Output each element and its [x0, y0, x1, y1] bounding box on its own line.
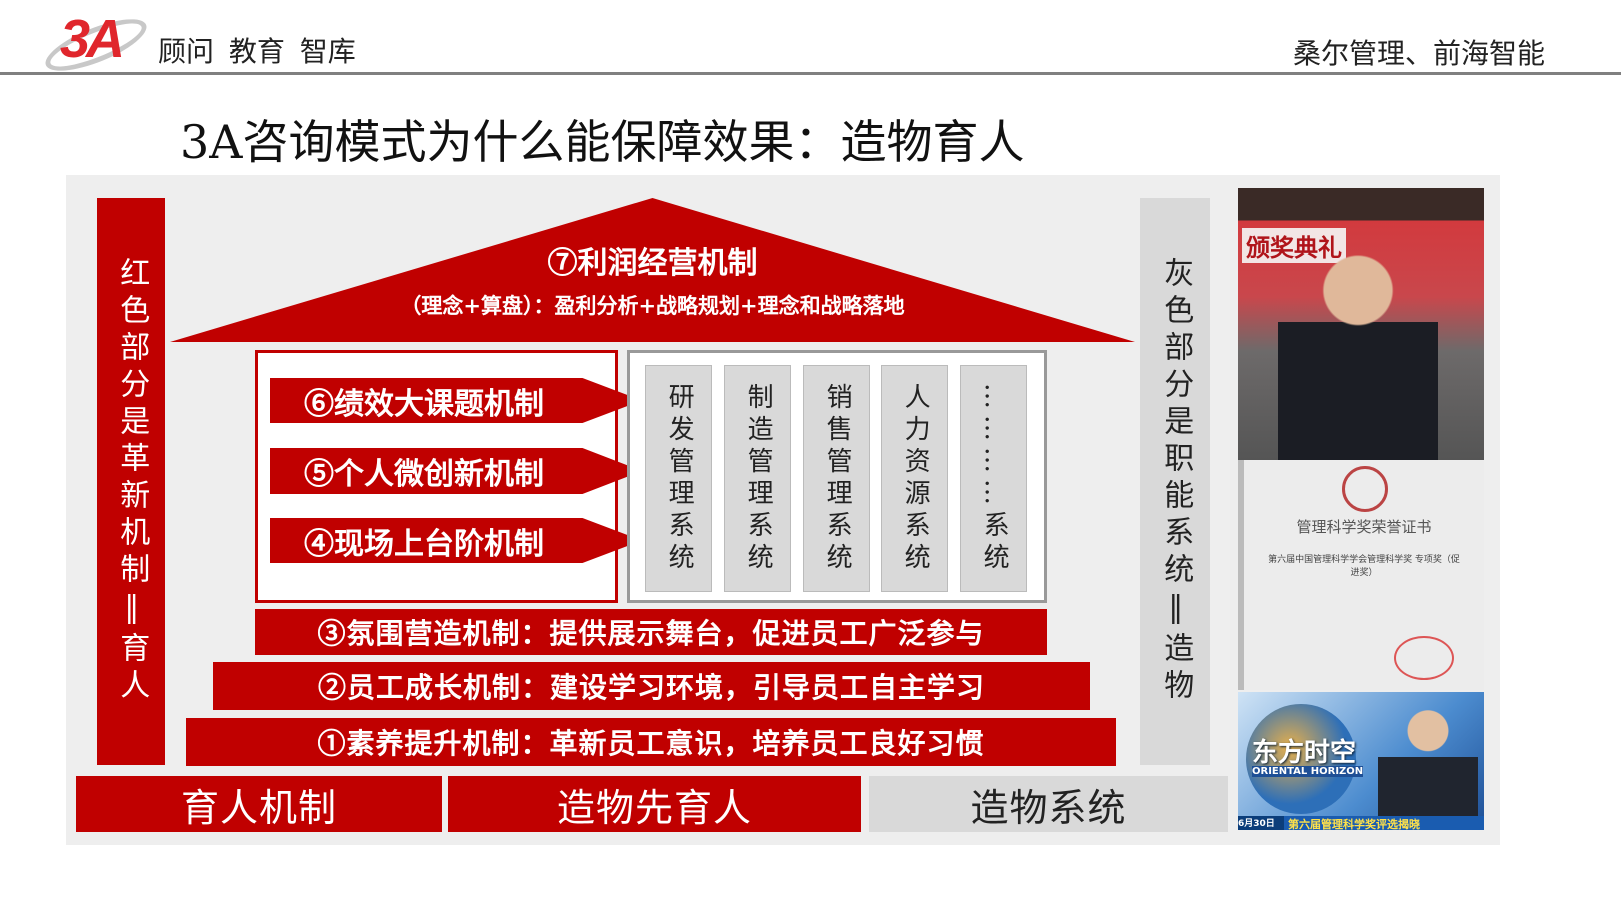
bar-mechanism-1: ①素养提升机制：革新员工意识，培养员工良好习惯 [186, 718, 1116, 766]
tv-logo-en: ORIENTAL HORIZON [1252, 766, 1364, 777]
system-label: 销售管理系统 [822, 382, 853, 575]
arrow-mechanism-5: ⑤个人微创新机制 [270, 448, 642, 494]
roof-title: ⑦利润经营机制 [547, 246, 758, 281]
anchor-figure [1378, 702, 1478, 817]
system-sales: 销售管理系统 [803, 365, 870, 592]
page-title: 3A咨询模式为什么能保障效果：造物育人 [180, 115, 1025, 169]
footer-systems: 造物系统 [869, 776, 1228, 832]
tv-logo: 东方时空 [1252, 738, 1357, 768]
certificate-title: 管理科学奖荣誉证书 [1296, 518, 1432, 536]
award-photo: 颁奖典礼 [1238, 188, 1484, 460]
left-bar-text: 红色部分是革新机制‖育人 [114, 257, 150, 706]
header-right-text: 桑尔管理、前海智能 [1292, 37, 1545, 70]
tagline: 顾问 教育 智库 [158, 35, 356, 68]
system-label: 制造管理系统 [743, 382, 774, 575]
bar-mechanism-3: ③氛围营造机制：提供展示舞台，促进员工广泛参与 [255, 609, 1047, 655]
system-hr: 人力资源系统 [881, 365, 948, 592]
tv-date: 6月30日 [1238, 816, 1284, 830]
person-figure [1278, 248, 1438, 460]
system-other: …………系统 [960, 365, 1027, 592]
system-manufacturing: 制造管理系统 [724, 365, 791, 592]
logo-text: 3A [60, 9, 125, 69]
tv-caption: 第六届管理科学奖评选揭晓 [1284, 816, 1484, 830]
left-bar-reform: 红色部分是革新机制‖育人 [97, 198, 165, 765]
bar-mechanism-2: ②员工成长机制：建设学习环境，引导员工自主学习 [213, 662, 1090, 710]
certificate-subtitle: 第六届中国管理科学学会管理科学奖 专项奖（促进奖） [1268, 555, 1460, 578]
certificate-image: 管理科学奖荣誉证书 第六届中国管理科学学会管理科学奖 专项奖（促进奖） [1238, 460, 1484, 690]
right-bar-functional: 灰色部分是职能系统‖造物 [1140, 198, 1210, 765]
footer-center: 造物先育人 [448, 776, 861, 832]
certificate-seal [1342, 466, 1388, 512]
tv-news-image: 东方时空 ORIENTAL HORIZON 6月30日 第六届管理科学奖评选揭晓 [1238, 692, 1484, 830]
arrow-mechanism-4: ④现场上台阶机制 [270, 518, 642, 563]
roof-subtitle: （理念+算盘）：盈利分析+战略规划+理念和战略落地 [400, 293, 905, 318]
system-label: …………系统 [979, 382, 1010, 575]
header-divider [0, 72, 1621, 75]
right-bar-text: 灰色部分是职能系统‖造物 [1158, 257, 1194, 706]
system-label: 人力资源系统 [900, 382, 931, 575]
footer-people: 育人机制 [76, 776, 442, 832]
system-rd: 研发管理系统 [645, 365, 712, 592]
arrow-mechanism-6: ⑥绩效大课题机制 [270, 378, 642, 423]
system-label: 研发管理系统 [664, 382, 695, 575]
tv-globe [1246, 704, 1356, 814]
certificate-stamp [1394, 636, 1454, 680]
logo: 3A [39, 9, 153, 81]
